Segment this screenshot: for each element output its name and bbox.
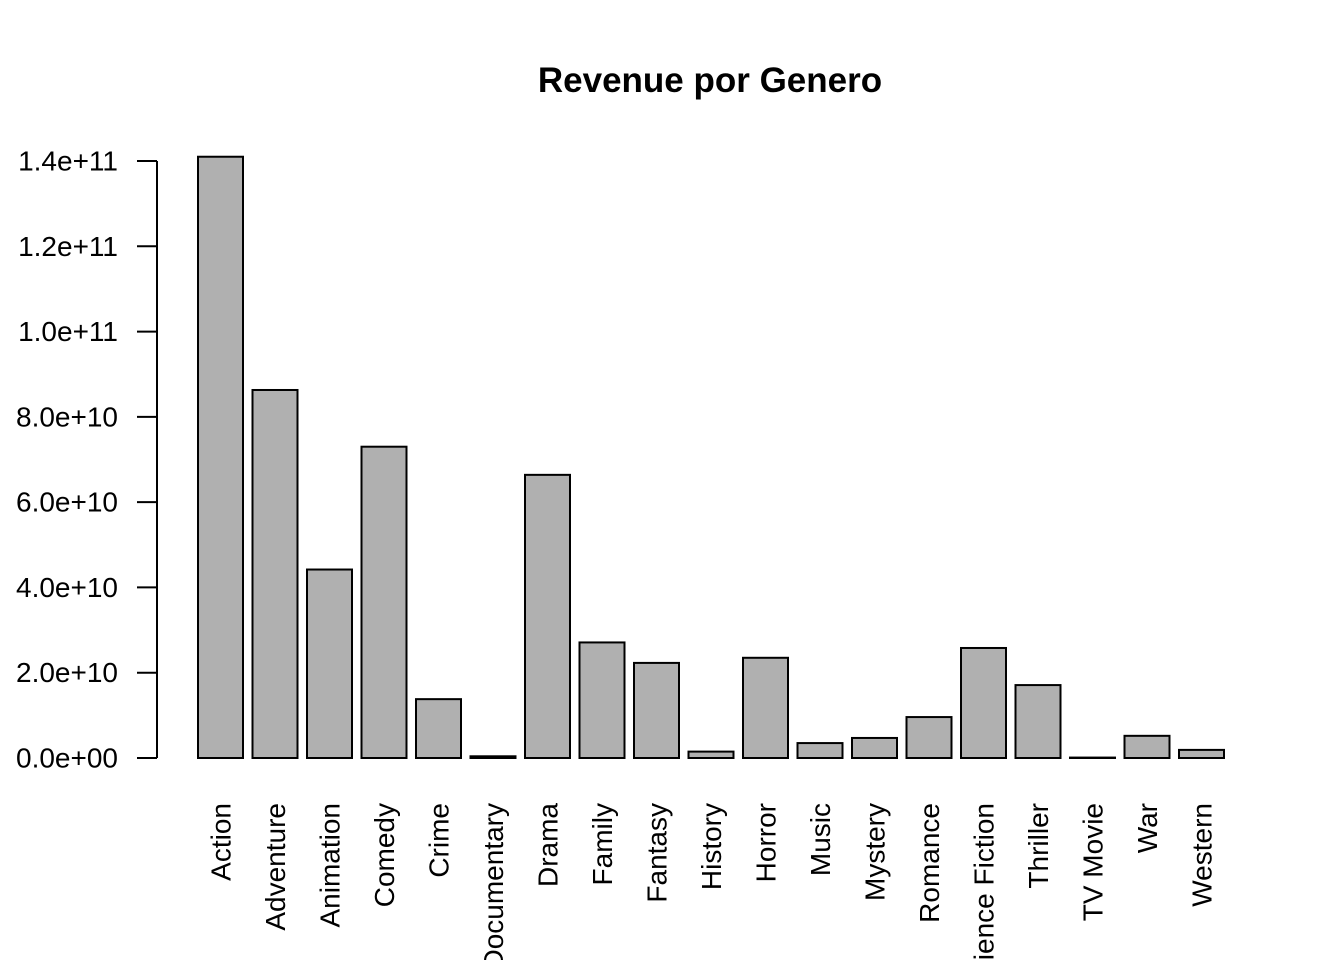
y-tick-label: 1.2e+11 bbox=[18, 231, 118, 262]
bar bbox=[1123, 734, 1171, 760]
bar bbox=[633, 661, 680, 760]
category-label: History bbox=[696, 803, 727, 890]
category-label: Adventure bbox=[260, 803, 291, 931]
bar bbox=[197, 155, 244, 759]
category-label: Western bbox=[1187, 803, 1218, 907]
category-labels: Action Adventure Animation Comedy Crime Docum… bbox=[206, 803, 1218, 960]
category-label: Horror bbox=[751, 803, 782, 882]
bar bbox=[1178, 748, 1225, 759]
bar bbox=[306, 568, 353, 759]
bar bbox=[360, 445, 408, 759]
y-tick-label: 2.0e+10 bbox=[16, 657, 118, 688]
bar bbox=[960, 646, 1007, 760]
bar bbox=[796, 742, 844, 760]
category-label: Family bbox=[587, 803, 618, 885]
y-tick-label: 1.0e+11 bbox=[18, 316, 118, 347]
bar bbox=[851, 736, 898, 760]
bar bbox=[742, 656, 789, 760]
category-label: Music bbox=[805, 803, 836, 876]
category-label: Action bbox=[206, 803, 237, 881]
y-tick-label: 6.0e+10 bbox=[16, 487, 118, 518]
category-label: Fantasy bbox=[642, 803, 673, 903]
category-label: Drama bbox=[533, 803, 564, 887]
bar bbox=[687, 750, 735, 760]
category-label: War bbox=[1132, 803, 1163, 853]
bar bbox=[578, 641, 626, 760]
bars-group bbox=[197, 155, 1225, 760]
category-label: Crime bbox=[424, 803, 455, 878]
bar bbox=[1014, 684, 1062, 759]
bar bbox=[415, 698, 462, 759]
category-label: Thriller bbox=[1023, 803, 1054, 889]
y-tick-label: 8.0e+10 bbox=[16, 401, 118, 432]
bar bbox=[251, 388, 299, 759]
category-label: Animation bbox=[315, 803, 346, 928]
category-label: TV Movie bbox=[1078, 803, 1109, 921]
chart-title: Revenue por Genero bbox=[538, 61, 882, 100]
bar bbox=[905, 716, 953, 760]
y-tick-label: 4.0e+10 bbox=[16, 572, 118, 603]
category-label: Mystery bbox=[860, 803, 891, 901]
bar bbox=[524, 473, 571, 759]
y-tick-label: 1.4e+11 bbox=[18, 146, 118, 177]
y-axis: 0.0e+00 2.0e+10 4.0e+10 6.0e+10 8.0e+10 1.0e+… bbox=[16, 146, 158, 774]
category-label: Documentary bbox=[478, 803, 509, 960]
category-label: Romance bbox=[914, 803, 945, 923]
category-label: Comedy bbox=[369, 803, 400, 907]
category-label: Science Fiction bbox=[969, 803, 1000, 960]
y-tick-label: 0.0e+00 bbox=[16, 743, 118, 774]
bar bbox=[469, 755, 517, 760]
